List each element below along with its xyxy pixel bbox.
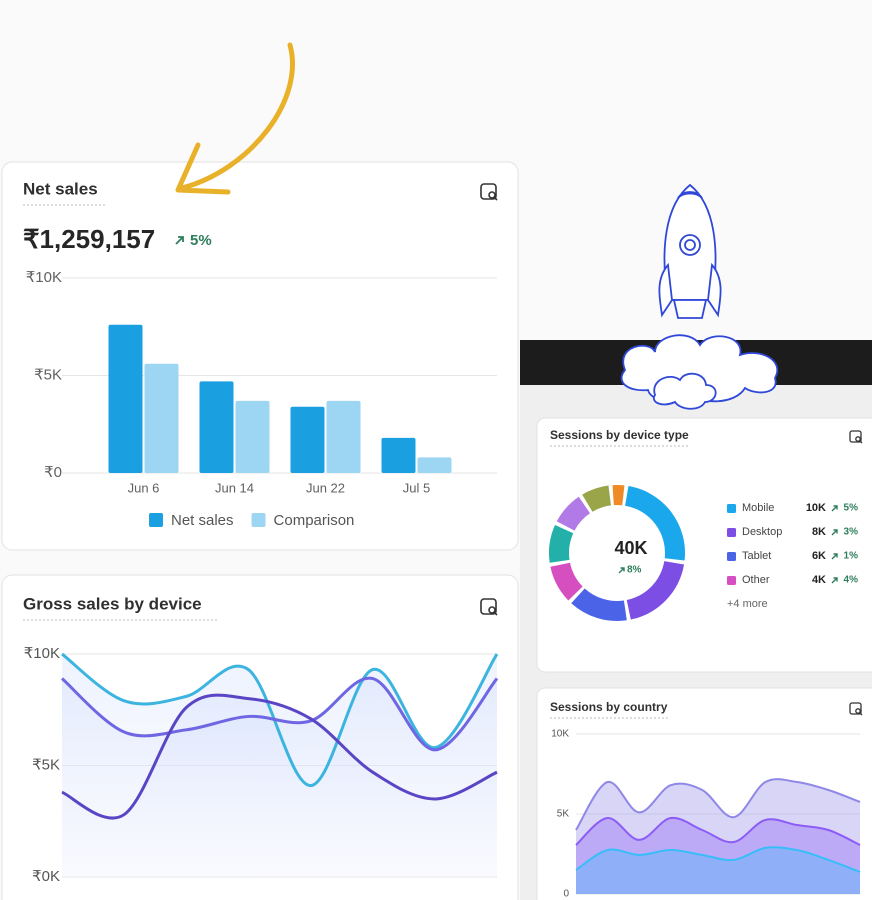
donut-total: 40K bbox=[614, 538, 647, 558]
card-title: Net sales bbox=[23, 179, 98, 198]
card-title: Sessions by device type bbox=[550, 428, 689, 442]
legend-swatch bbox=[149, 513, 163, 527]
line bbox=[61, 693, 498, 820]
legend-label: Tablet bbox=[742, 550, 771, 562]
card-title: Gross sales by device bbox=[23, 594, 202, 613]
up-icon bbox=[831, 505, 838, 512]
up-icon bbox=[831, 529, 838, 536]
y-tick-label: ₹10K bbox=[26, 269, 62, 286]
x-tick-label: Jun 6 bbox=[128, 480, 160, 495]
y-tick-label: ₹10K bbox=[24, 645, 60, 662]
bar bbox=[235, 400, 270, 473]
y-tick-label: 10K bbox=[551, 729, 569, 740]
legend-label: Desktop bbox=[742, 526, 782, 538]
donut-segment bbox=[550, 562, 583, 601]
y-tick-label: 5K bbox=[557, 809, 570, 820]
up-icon bbox=[175, 236, 184, 245]
donut-segment bbox=[571, 588, 627, 621]
explore-icon[interactable] bbox=[849, 702, 863, 716]
bar bbox=[108, 324, 143, 473]
arrow-decoration bbox=[175, 42, 295, 195]
area-line bbox=[575, 816, 861, 846]
card-title: Sessions by country bbox=[550, 700, 668, 714]
legend-label: Net sales bbox=[171, 512, 234, 529]
card bbox=[536, 417, 872, 673]
explore-icon[interactable] bbox=[480, 183, 498, 201]
up-icon bbox=[618, 567, 625, 574]
card bbox=[1, 161, 519, 551]
more-link: +4 more bbox=[727, 598, 768, 610]
legend-value: 10K bbox=[806, 502, 826, 514]
legend-swatch bbox=[727, 552, 736, 561]
legend-value: 4K bbox=[812, 574, 826, 586]
rocket-decoration bbox=[620, 183, 778, 410]
legend-value: 8K bbox=[812, 526, 826, 538]
card bbox=[536, 687, 872, 900]
legend-label: Mobile bbox=[742, 502, 774, 514]
legend-swatch bbox=[251, 513, 266, 527]
donut-change: 8% bbox=[627, 565, 642, 576]
up-icon bbox=[831, 577, 838, 584]
donut-segment bbox=[626, 560, 685, 620]
line bbox=[61, 652, 499, 788]
donut-segment bbox=[582, 485, 612, 513]
area-line bbox=[575, 778, 861, 831]
bar bbox=[326, 400, 361, 473]
bar bbox=[199, 381, 234, 473]
bar bbox=[381, 437, 416, 473]
bar bbox=[290, 406, 325, 473]
legend-change: 5% bbox=[844, 503, 859, 514]
y-tick-label: ₹5K bbox=[32, 756, 60, 773]
y-tick-label: ₹5K bbox=[34, 366, 62, 383]
area bbox=[576, 779, 860, 894]
y-tick-label: 0 bbox=[563, 889, 569, 900]
legend-swatch bbox=[727, 504, 736, 513]
donut-segment bbox=[556, 496, 591, 532]
legend-change: 3% bbox=[844, 527, 859, 538]
area bbox=[576, 847, 860, 894]
change: 5% bbox=[190, 232, 212, 249]
area-line bbox=[575, 846, 861, 873]
legend-label: Comparison bbox=[274, 512, 355, 529]
legend-change: 1% bbox=[844, 551, 859, 562]
x-tick-label: Jun 14 bbox=[215, 480, 254, 495]
legend-change: 4% bbox=[844, 575, 859, 586]
explore-icon[interactable] bbox=[480, 598, 498, 616]
line bbox=[61, 676, 499, 752]
legend-label: Other bbox=[742, 574, 770, 586]
bar bbox=[417, 457, 452, 473]
legend-swatch bbox=[727, 528, 736, 537]
explore-icon[interactable] bbox=[849, 430, 863, 444]
up-icon bbox=[831, 553, 838, 560]
donut-segment bbox=[624, 485, 685, 561]
x-tick-label: Jul 5 bbox=[403, 480, 430, 495]
line-fill bbox=[62, 695, 497, 877]
bar bbox=[144, 363, 179, 473]
total: ₹1,259,157 bbox=[23, 224, 155, 254]
y-tick-label: ₹0K bbox=[32, 868, 60, 885]
legend-value: 6K bbox=[812, 550, 826, 562]
legend-swatch bbox=[727, 576, 736, 585]
y-tick-label: ₹0 bbox=[44, 464, 62, 481]
x-tick-label: Jun 22 bbox=[306, 480, 345, 495]
donut-segment bbox=[549, 525, 574, 563]
